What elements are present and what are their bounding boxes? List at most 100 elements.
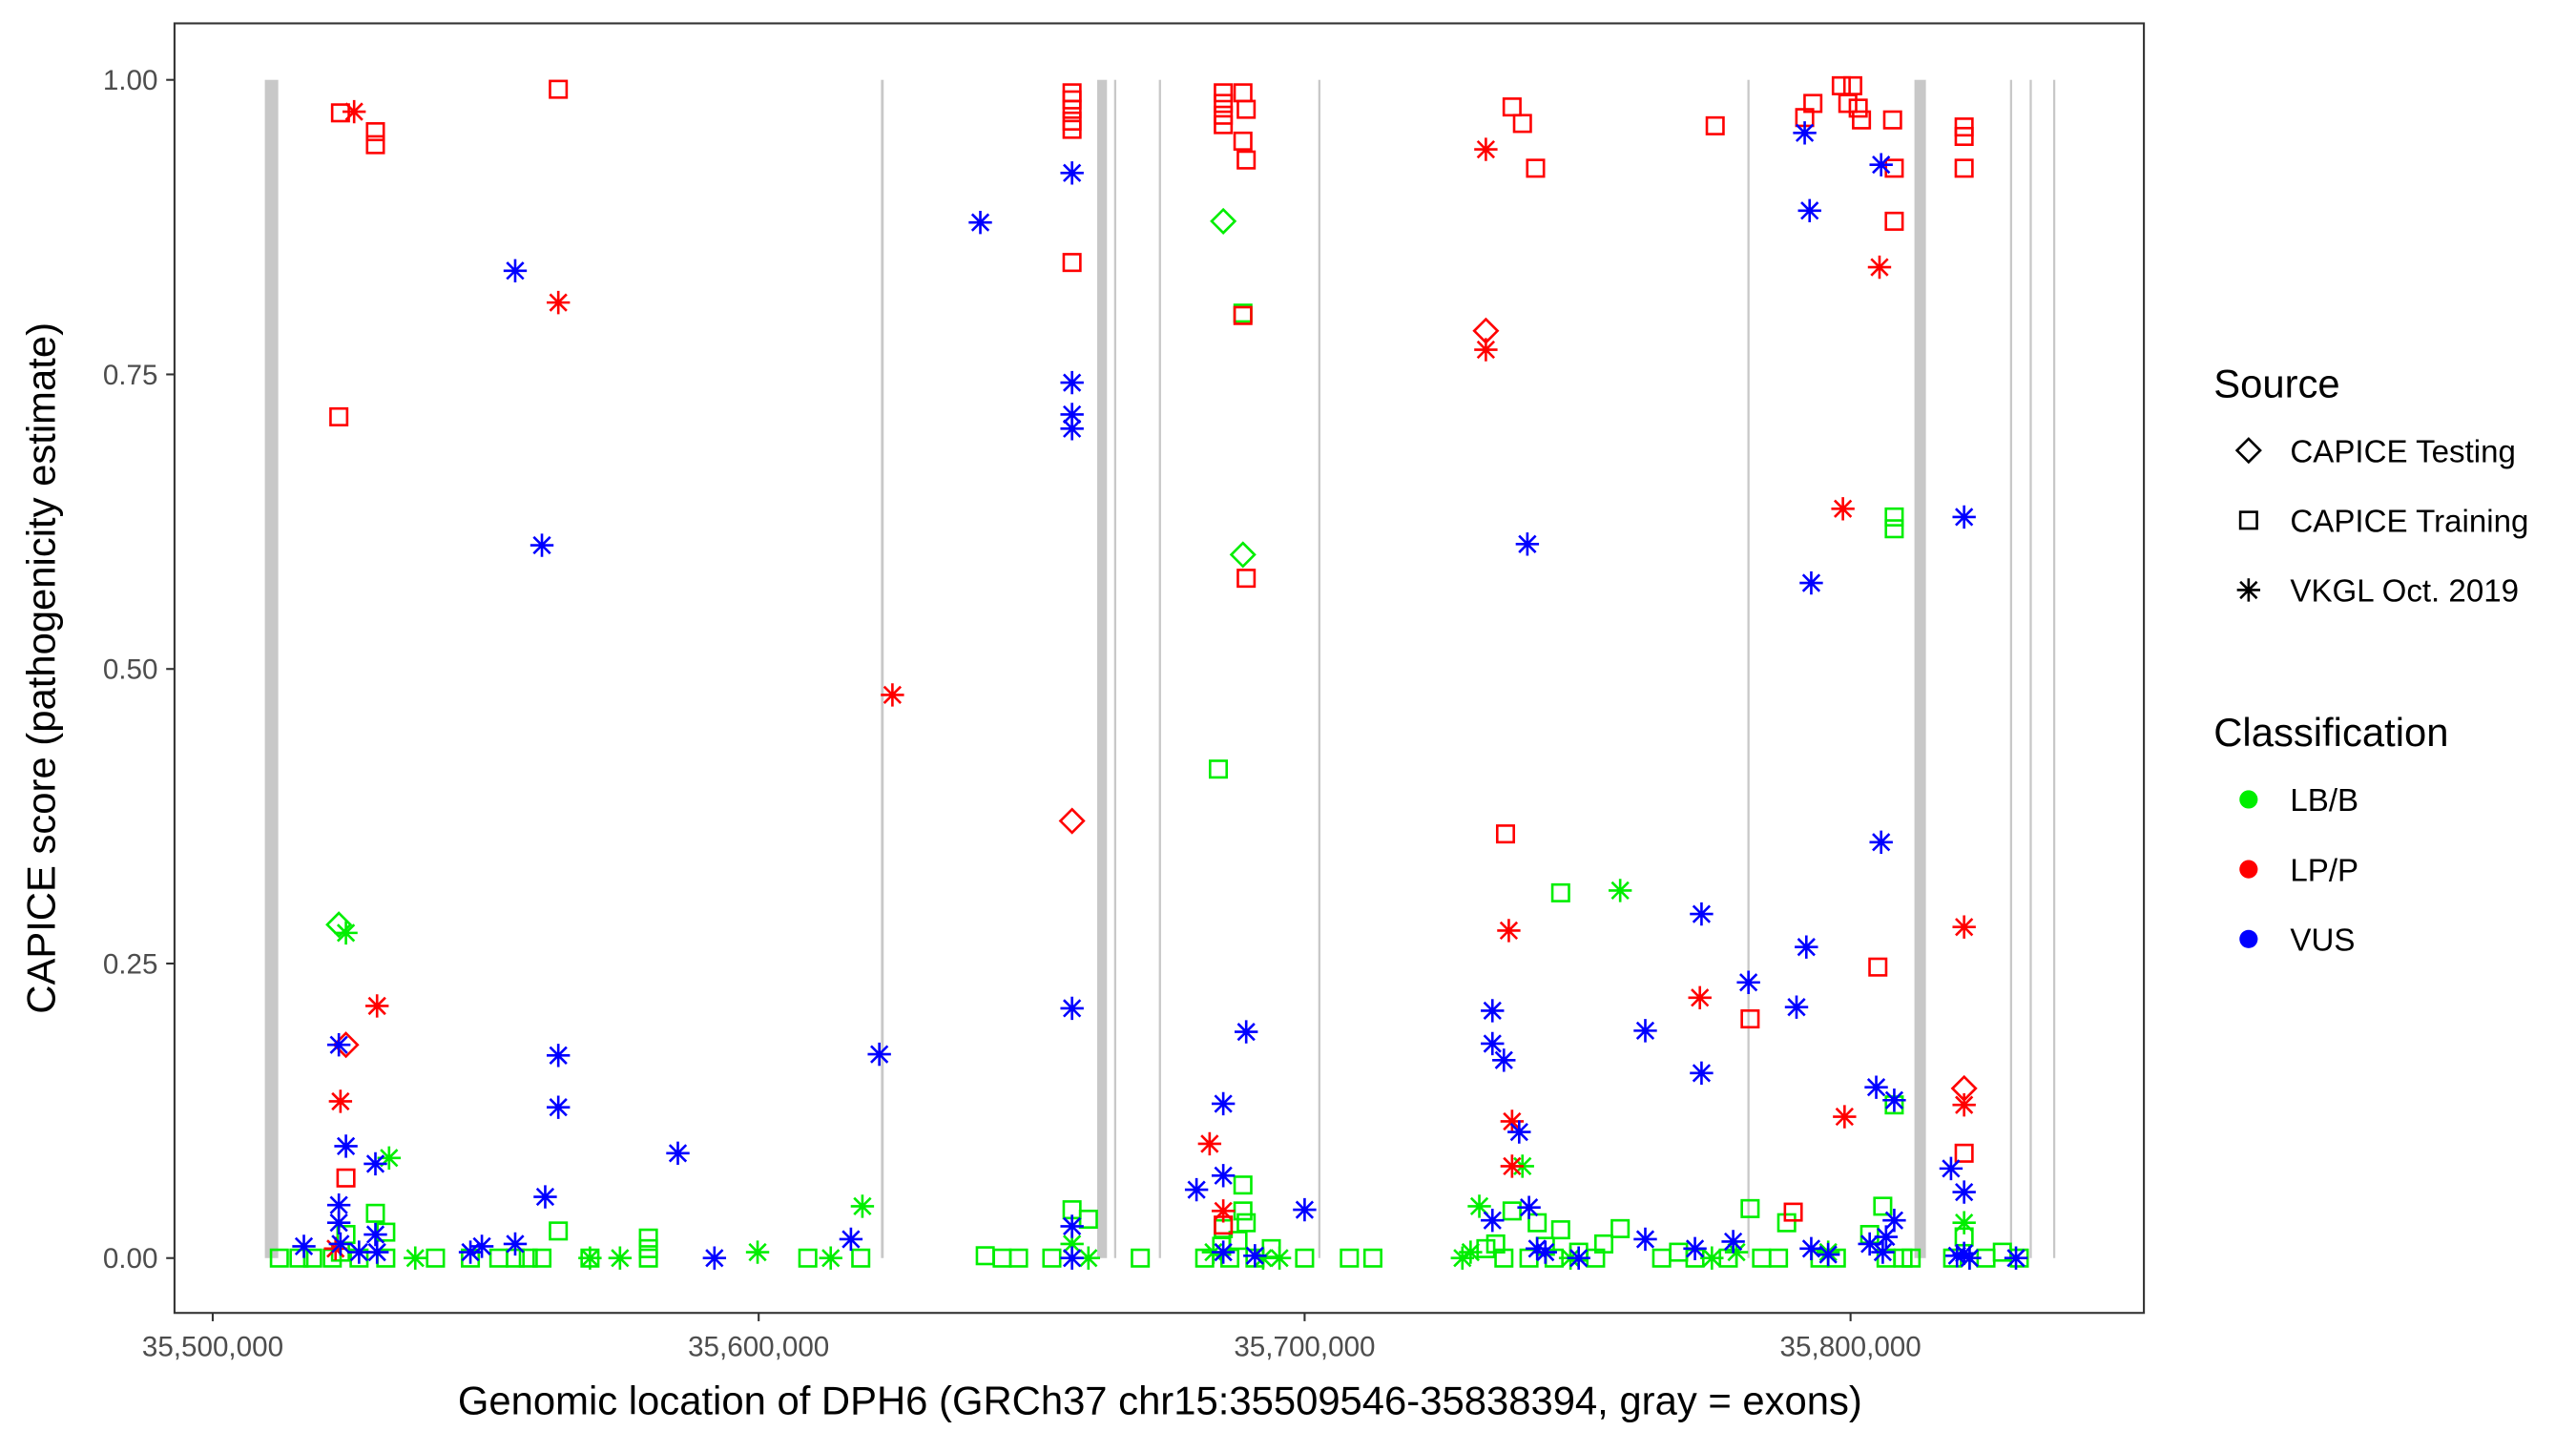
- asterisk-marker: [1952, 505, 1976, 529]
- data-point: [1567, 1246, 1590, 1270]
- square-marker: [1295, 1248, 1315, 1268]
- data-point: [1060, 996, 1084, 1021]
- asterisk-marker: [1816, 1242, 1840, 1267]
- asterisk-marker: [503, 1232, 528, 1256]
- data-point: [365, 1203, 385, 1223]
- data-point: [364, 1151, 387, 1176]
- data-point: [1871, 1240, 1895, 1264]
- asterisk-marker: [1211, 1164, 1236, 1188]
- asterisk-marker: [1858, 1232, 1881, 1256]
- data-point: [1633, 1227, 1657, 1252]
- data-point: [1838, 93, 1858, 114]
- data-point: [1769, 1248, 1789, 1268]
- y-axis: 0.00 0.25 0.50 0.75 1.00: [103, 65, 175, 1275]
- data-point: [1608, 879, 1632, 902]
- square-marker: [638, 1228, 658, 1248]
- data-point: [1884, 211, 1904, 231]
- data-point: [1494, 1248, 1514, 1268]
- asterisk-marker: [1060, 996, 1084, 1021]
- square-marker: [1550, 882, 1570, 902]
- asterisk-marker: [533, 1185, 557, 1209]
- data-point: [1362, 1248, 1382, 1268]
- square-marker: [638, 1238, 658, 1258]
- asterisk-marker: [1958, 1246, 1982, 1270]
- asterisk-marker: [1683, 1236, 1707, 1261]
- asterisk-marker: [578, 1246, 602, 1270]
- asterisk-marker: [1952, 1211, 1976, 1234]
- asterisk-marker: [326, 1211, 351, 1234]
- square-marker: [1740, 1009, 1760, 1029]
- data-point: [1952, 1180, 1976, 1204]
- data-point: [1954, 1143, 1974, 1163]
- data-point: [1229, 541, 1257, 569]
- asterisk-marker: [1060, 1246, 1084, 1270]
- data-point: [1958, 1246, 1982, 1270]
- data-point: [1208, 759, 1229, 779]
- data-point: [546, 1044, 571, 1068]
- asterisk-marker: [1952, 1092, 1976, 1117]
- data-point: [1500, 1154, 1525, 1178]
- asterisk-marker: [867, 1042, 891, 1067]
- data-point: [1736, 970, 1760, 994]
- asterisk-marker: [1211, 1240, 1236, 1264]
- data-point: [328, 1232, 353, 1256]
- data-point: [1858, 1232, 1881, 1256]
- legend-class-label: LP/P: [2290, 853, 2358, 888]
- data-point: [1214, 93, 1234, 114]
- square-marker: [1214, 1215, 1234, 1235]
- asterisk-marker: [364, 1222, 387, 1247]
- asterisk-marker: [1724, 1240, 1749, 1264]
- data-point: [1497, 919, 1521, 943]
- data-point: [1214, 1215, 1234, 1235]
- data-point: [530, 533, 554, 557]
- asterisk-marker: [458, 1240, 483, 1264]
- square-marker: [1769, 1248, 1789, 1268]
- data-point: [336, 1168, 356, 1188]
- data-point: [1683, 1236, 1707, 1261]
- data-point: [1803, 93, 1823, 114]
- data-point: [1852, 110, 1872, 130]
- asterisk-marker: [666, 1141, 690, 1166]
- data-point: [1211, 1199, 1236, 1223]
- data-point: [798, 1248, 818, 1268]
- data-point: [1058, 807, 1086, 835]
- data-point: [1474, 137, 1498, 161]
- asterisk-marker: [326, 1033, 351, 1057]
- diamond-marker: [1058, 807, 1086, 835]
- data-point: [1867, 255, 1892, 280]
- asterisk-marker: [608, 1246, 633, 1270]
- data-point: [1783, 1202, 1803, 1222]
- x-tick-label: 35,600,000: [688, 1332, 829, 1363]
- square-marker: [1495, 824, 1516, 844]
- asterisk-marker: [404, 1246, 427, 1270]
- square-marker: [1236, 569, 1257, 589]
- exon-band: [1747, 79, 1750, 1258]
- data-point: [1060, 1232, 1084, 1256]
- data-point: [1884, 507, 1904, 527]
- asterisk-marker: [364, 1151, 387, 1176]
- data-point: [1550, 1220, 1570, 1240]
- data-point: [469, 1234, 494, 1258]
- legend-color-dot-icon: [2239, 929, 2258, 948]
- asterisk-marker: [1211, 1091, 1236, 1116]
- asterisk-marker: [1060, 403, 1084, 426]
- data-point: [1799, 1236, 1823, 1261]
- square-marker: [851, 1248, 871, 1268]
- data-point: [1236, 569, 1257, 589]
- data-point: [365, 1240, 389, 1264]
- diamond-marker: [2234, 437, 2262, 465]
- data-point: [1884, 519, 1904, 539]
- data-point: [1476, 1238, 1496, 1258]
- data-point: [1060, 417, 1084, 441]
- data-point: [1873, 1196, 1893, 1216]
- asterisk-marker: [819, 1246, 842, 1270]
- asterisk-marker: [1874, 1225, 1899, 1249]
- asterisk-marker: [1567, 1246, 1590, 1270]
- diamond-marker: [1210, 207, 1237, 235]
- asterisk-marker: [1481, 1031, 1505, 1056]
- data-point: [334, 1134, 358, 1158]
- data-point: [404, 1246, 427, 1270]
- data-point: [1060, 1214, 1084, 1238]
- data-point: [1721, 1230, 1745, 1254]
